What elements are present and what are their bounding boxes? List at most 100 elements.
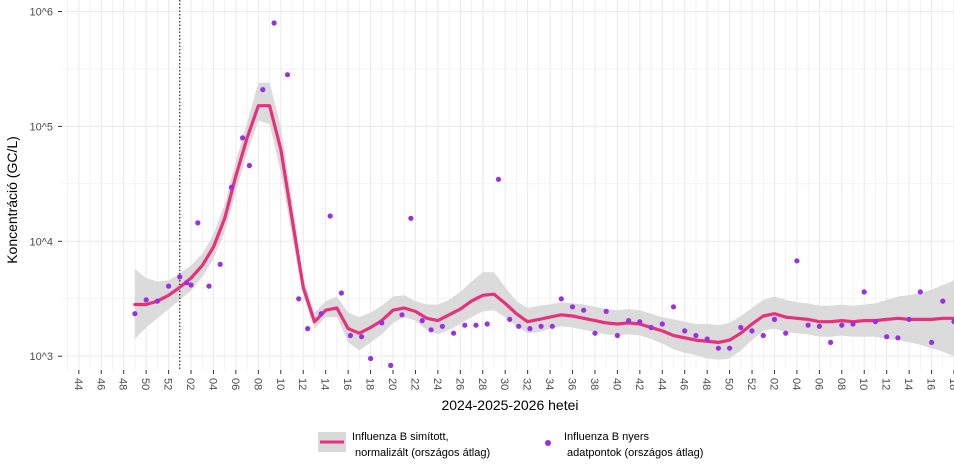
data-point <box>217 261 223 267</box>
data-point <box>240 135 246 141</box>
data-point <box>206 283 212 289</box>
data-point <box>951 319 954 325</box>
data-point <box>473 322 479 328</box>
data-point <box>347 332 353 339</box>
data-point <box>592 330 598 336</box>
data-point <box>828 339 834 345</box>
legend-label-points-1: Influenza B nyers <box>564 431 649 443</box>
y-axis-title: Koncentráció (GC/L) <box>4 136 20 264</box>
data-point <box>327 213 333 219</box>
legend-key-points <box>545 440 551 446</box>
x-tick-label: 04 <box>790 378 802 390</box>
x-tick-label: 40 <box>610 378 622 390</box>
data-point <box>399 312 405 318</box>
data-point <box>388 362 394 368</box>
data-point <box>507 316 513 322</box>
data-point <box>749 328 755 334</box>
data-point <box>794 258 800 264</box>
data-point <box>484 321 490 327</box>
y-axis-ticks: 10^3 10^4 10^5 10^6 <box>29 6 62 363</box>
data-point <box>738 324 744 331</box>
data-point <box>195 220 201 226</box>
x-tick-label: 16 <box>341 378 353 390</box>
data-point <box>783 330 789 336</box>
data-point <box>569 304 576 310</box>
data-point <box>558 296 564 302</box>
x-tick-label: 38 <box>588 378 600 390</box>
x-axis-title: 2024-2025-2026 hetei <box>441 397 578 413</box>
data-point <box>917 289 923 295</box>
smoothed-line <box>133 104 954 344</box>
data-point <box>727 345 733 351</box>
data-point <box>271 20 277 26</box>
x-tick-label: 46 <box>678 378 690 390</box>
data-point <box>816 323 823 329</box>
x-tick-label: 42 <box>633 378 645 390</box>
data-point <box>670 304 677 310</box>
data-point <box>284 72 291 78</box>
data-point <box>626 318 632 324</box>
confidence-band-layer <box>134 82 954 360</box>
data-point <box>166 283 172 289</box>
data-point <box>379 320 385 326</box>
smoothed-line-layer <box>133 104 954 344</box>
data-point <box>246 162 252 169</box>
confidence-band <box>134 82 954 360</box>
data-point <box>305 326 311 332</box>
data-point <box>659 321 665 327</box>
data-point <box>929 339 935 345</box>
x-tick-label: 52 <box>162 378 174 390</box>
data-point <box>188 282 194 288</box>
data-point <box>805 322 811 328</box>
x-tick-label: 48 <box>117 378 129 390</box>
data-point <box>451 330 457 336</box>
x-tick-label: 32 <box>521 378 533 390</box>
x-tick-label: 06 <box>812 378 824 390</box>
data-point <box>462 322 468 328</box>
x-axis-ticks: 44 46 48 50 52 02 04 06 08 10 12 14 16 18 20 22 24 26 28 30… <box>72 370 954 390</box>
data-point <box>428 327 434 333</box>
data-point <box>760 332 766 339</box>
data-point <box>693 332 699 339</box>
x-tick-label: 24 <box>431 378 443 390</box>
legend-label-smooth-1: Influenza B simított, <box>352 431 449 443</box>
x-tick-label: 10 <box>274 378 286 390</box>
data-point <box>260 87 266 93</box>
data-point <box>516 323 522 329</box>
x-tick-label: 46 <box>94 378 106 390</box>
y-tick-label: 10^3 <box>29 351 53 363</box>
x-tick-label: 52 <box>745 378 757 390</box>
x-tick-label: 06 <box>229 378 241 390</box>
x-tick-label: 34 <box>543 378 555 390</box>
data-point <box>895 335 901 341</box>
data-point <box>154 298 160 304</box>
data-point <box>771 316 778 322</box>
raw-points-layer <box>132 20 954 368</box>
data-point <box>648 324 654 331</box>
data-point <box>940 298 946 304</box>
data-point <box>614 332 621 339</box>
legend-label-smooth-2: normalizált (országos átlag) <box>355 447 490 459</box>
x-tick-label: 44 <box>655 378 667 390</box>
data-point <box>549 323 555 329</box>
data-point <box>527 326 533 332</box>
data-point <box>861 289 867 295</box>
x-tick-label: 10 <box>857 378 869 390</box>
data-point <box>637 319 643 325</box>
data-point <box>495 176 502 182</box>
x-tick-label: 36 <box>566 378 578 390</box>
data-point <box>715 345 722 351</box>
data-point <box>183 280 190 286</box>
data-point <box>850 321 856 327</box>
y-tick-label: 10^4 <box>29 236 53 248</box>
x-tick-label: 18 <box>947 378 954 390</box>
data-point <box>538 323 544 329</box>
x-tick-label: 22 <box>408 378 420 390</box>
x-tick-label: 12 <box>880 378 892 390</box>
x-tick-label: 12 <box>296 378 308 390</box>
x-tick-label: 04 <box>206 378 218 390</box>
data-point <box>338 290 344 296</box>
data-point <box>408 215 414 221</box>
x-tick-label: 26 <box>453 378 465 390</box>
